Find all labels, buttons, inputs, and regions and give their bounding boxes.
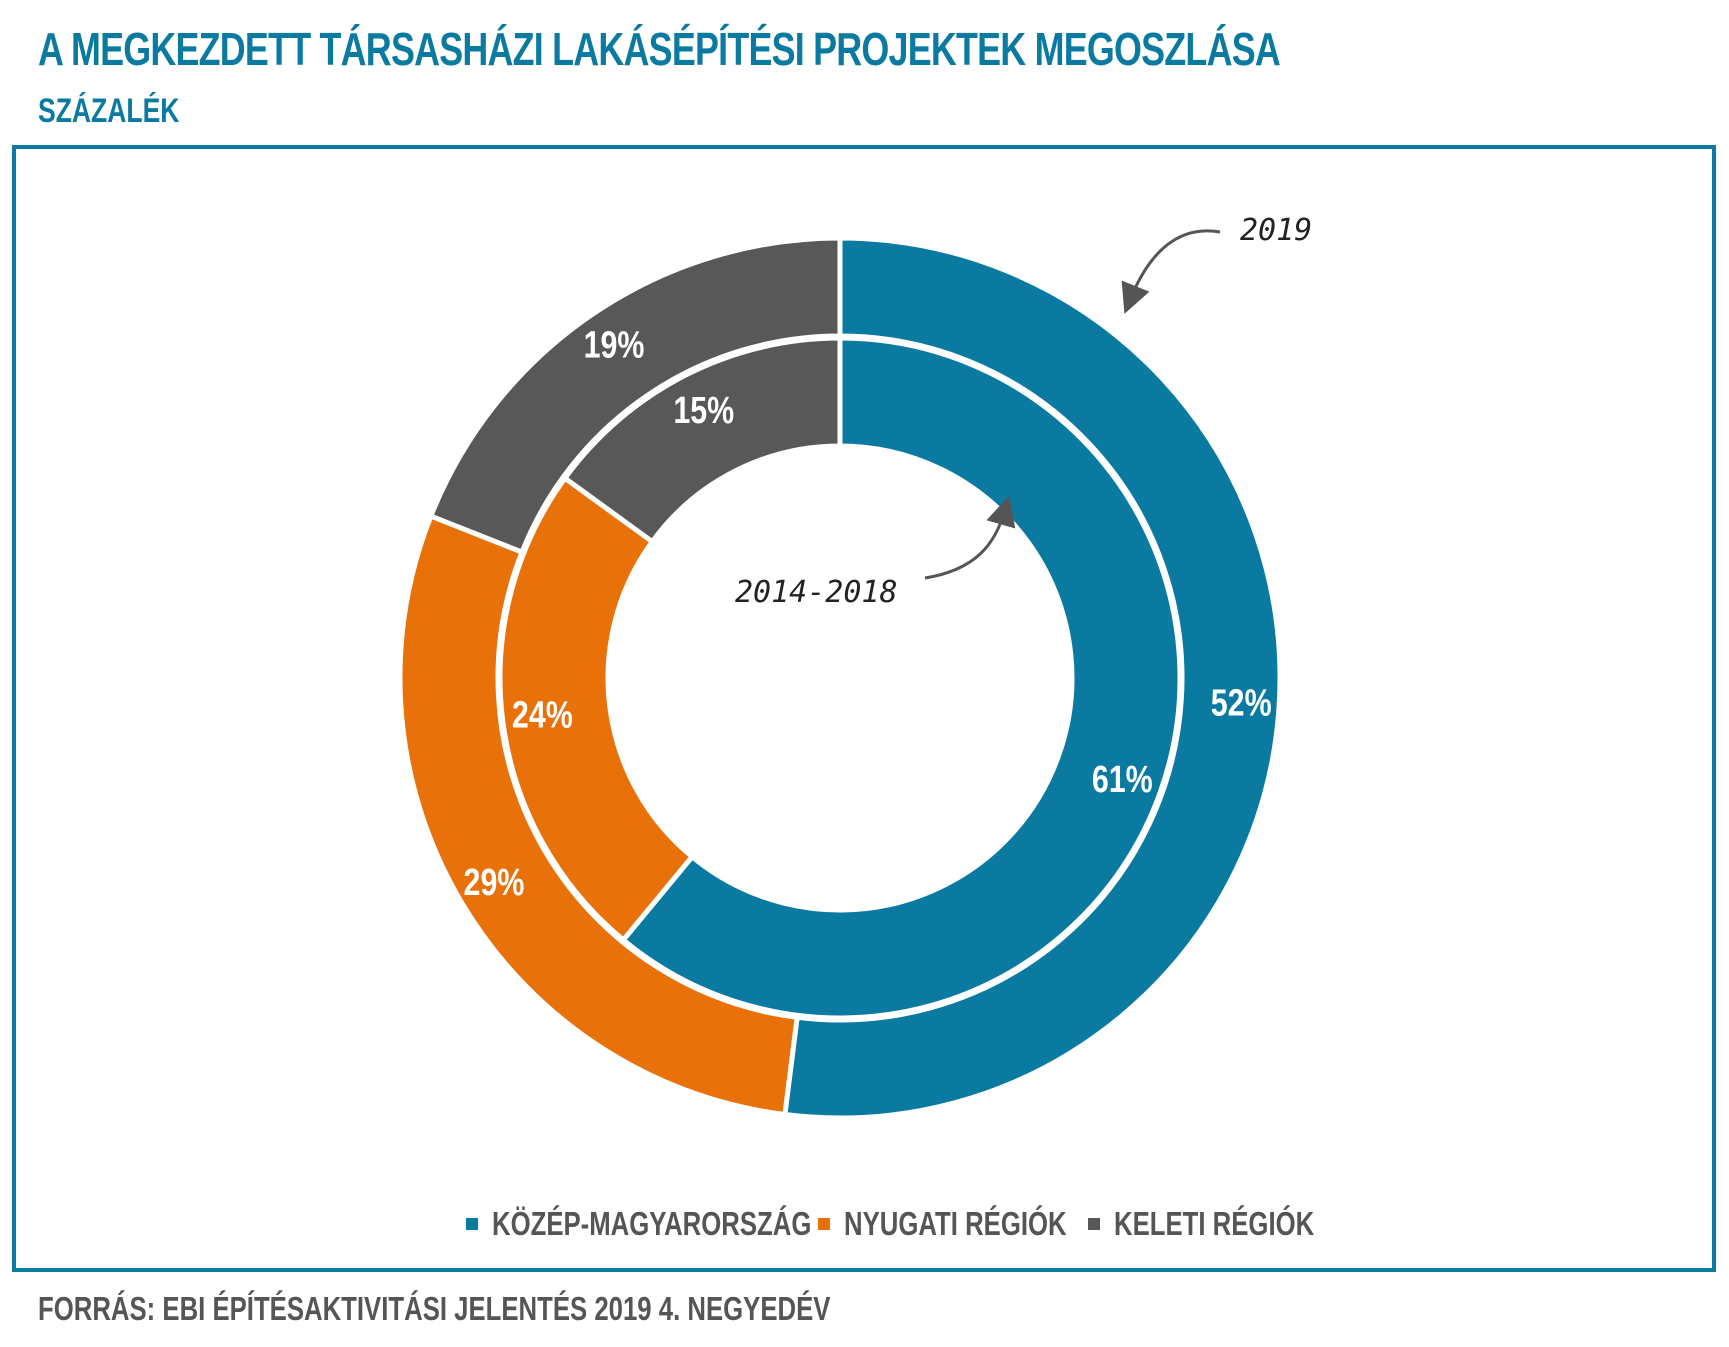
- chart-legend: KÖZÉP-MAGYARORSZÁG NYUGATI RÉGIÓK KELETI…: [0, 1205, 1729, 1245]
- legend-item-kozep: KÖZÉP-MAGYARORSZÁG: [466, 1205, 901, 1243]
- annotation-2014-2018: 2014-2018: [735, 575, 898, 610]
- legend-swatch-kozep: [466, 1218, 478, 1230]
- chart-subtitle: SZÁZALÉK: [38, 92, 180, 130]
- outer-ring-label-kozep: 52%: [1211, 682, 1272, 724]
- inner-ring-slice-keleti: [561, 335, 843, 546]
- chart-title: A MEGKEZDETT TÁRSASHÁZI LAKÁSÉPÍTÉSI PRO…: [38, 23, 1281, 75]
- inner-ring-label-keleti: 15%: [673, 390, 734, 432]
- annotation-arrow-2014-2018: [924, 495, 1016, 580]
- inner-ring-label-nyugati: 24%: [512, 695, 573, 737]
- chart-frame: [12, 145, 1716, 1272]
- outer-ring-label-keleti: 19%: [584, 325, 645, 367]
- inner-ring-slice-kozep: [619, 335, 1183, 1021]
- legend-item-keleti: KELETI RÉGIÓK: [1088, 1205, 1371, 1243]
- annotation-arrow-2019: [1121, 229, 1221, 314]
- inner-ring-slice-nyugati: [497, 474, 696, 944]
- annotation-2019: 2019: [1240, 213, 1312, 248]
- legend-swatch-keleti: [1088, 1218, 1100, 1230]
- source-note: FORRÁS: EBI ÉPÍTÉSAKTIVITÁSI JELENTÉS 20…: [38, 1290, 831, 1327]
- legend-item-nyugati: NYUGATI RÉGIÓK: [818, 1205, 1129, 1243]
- legend-swatch-nyugati: [818, 1218, 830, 1230]
- legend-label-keleti: KELETI RÉGIÓK: [1114, 1205, 1315, 1242]
- legend-label-kozep: KÖZÉP-MAGYARORSZÁG: [492, 1205, 812, 1242]
- outer-ring-label-nyugati: 29%: [464, 862, 525, 904]
- inner-ring-label-kozep: 61%: [1092, 759, 1153, 801]
- legend-label-nyugati: NYUGATI RÉGIÓK: [844, 1205, 1067, 1242]
